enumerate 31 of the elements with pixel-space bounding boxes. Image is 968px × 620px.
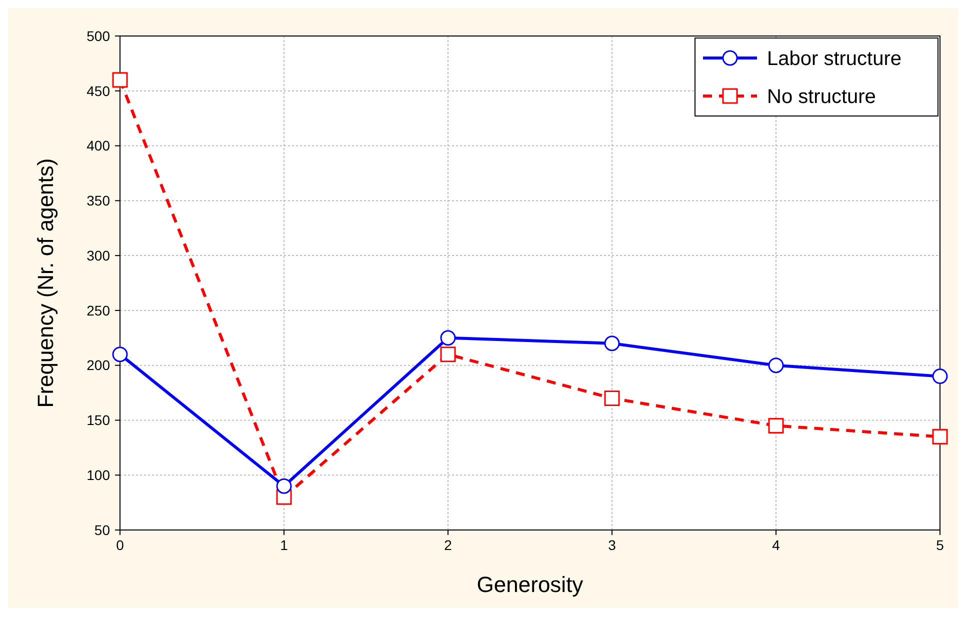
legend-label: No structure [767, 86, 876, 108]
point [604, 390, 620, 406]
y-tick-label: 100 [86, 467, 110, 484]
y-tick-label: 400 [86, 138, 110, 154]
y-tick-label: 250 [86, 302, 110, 318]
y-tick-label: 200 [86, 357, 110, 374]
point [604, 336, 620, 352]
y-tick-label: 500 [86, 28, 110, 44]
y-tick-label: 50 [94, 522, 110, 538]
x-tick-label: 5 [936, 537, 944, 553]
point [932, 368, 948, 384]
point [112, 346, 128, 362]
x-tick-label: 0 [116, 537, 124, 553]
x-tick-label: 2 [444, 537, 452, 553]
y-tick-label: 450 [86, 82, 110, 99]
y-tick-label: 150 [86, 412, 110, 428]
point [768, 358, 784, 374]
y-axis-title: Frequency (Nr. of agents) [33, 158, 58, 408]
point [932, 428, 948, 444]
legend-label: Labor structure [767, 48, 902, 70]
x-tick-label: 3 [608, 537, 616, 553]
y-tick-label: 300 [86, 247, 110, 264]
x-tick-label: 1 [280, 537, 288, 553]
point [440, 346, 456, 362]
point [768, 418, 784, 434]
y-tick-label: 350 [86, 192, 110, 209]
point [440, 330, 456, 346]
point [112, 72, 128, 88]
x-tick-label: 4 [772, 537, 780, 553]
point [276, 478, 292, 494]
x-axis-title: Generosity [476, 572, 584, 597]
